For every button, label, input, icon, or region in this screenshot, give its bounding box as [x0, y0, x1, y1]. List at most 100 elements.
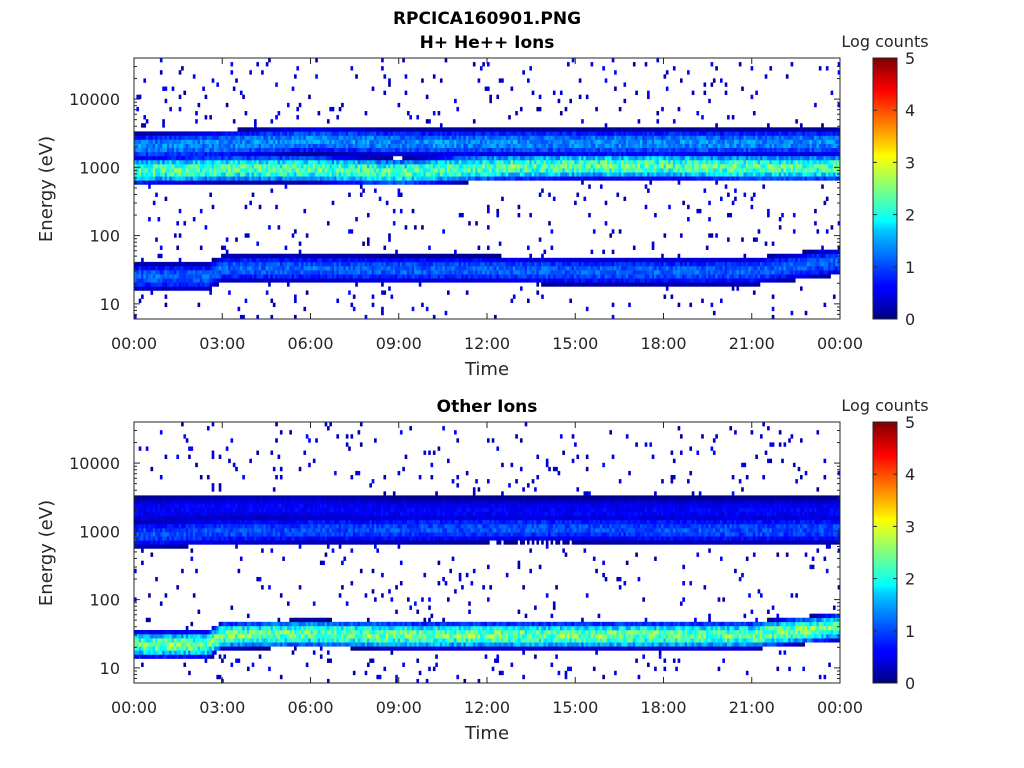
- spectrogram-cell: [557, 159, 561, 165]
- spectrogram-cell: [319, 127, 323, 132]
- spectrogram-cell: [364, 155, 368, 161]
- spectrogram-cell: [482, 159, 485, 165]
- spectrogram-cell: [531, 257, 535, 263]
- spectrogram-cell: [559, 265, 563, 271]
- spectrogram-cell: [644, 176, 648, 181]
- spectrogram-cell: [228, 274, 231, 279]
- spectrogram-cell: [621, 147, 624, 153]
- spectrogram-cell: [585, 261, 589, 267]
- spectrogram-cell: [658, 151, 662, 157]
- spectrogram-cell: [557, 147, 561, 153]
- spectrogram-cell: [548, 135, 551, 140]
- spectrogram-cell: [512, 135, 516, 140]
- spectrogram-cell: [562, 127, 565, 132]
- spectrogram-cell: [364, 172, 368, 177]
- spectrogram-cell: [637, 278, 641, 283]
- spectrogram-cell: [359, 164, 363, 169]
- spectrogram-cell: [322, 261, 325, 267]
- spectrogram-cell: [602, 66, 605, 71]
- spectrogram-cell: [437, 274, 441, 279]
- spectrogram-cell: [505, 155, 509, 161]
- spectrogram-cell: [162, 135, 165, 140]
- spectrogram-cell: [315, 127, 318, 132]
- spectrogram-cell: [270, 172, 274, 177]
- spectrogram-cell: [623, 159, 627, 165]
- spectrogram-cell: [432, 159, 436, 165]
- spectrogram-cell: [211, 172, 215, 177]
- spectrogram-cell: [237, 306, 241, 312]
- spectrogram-cell: [211, 282, 215, 287]
- spectrogram-cell: [649, 270, 653, 275]
- spectrogram-cell: [341, 261, 344, 267]
- spectrogram-cell: [555, 147, 558, 153]
- spectrogram-cell: [150, 265, 154, 271]
- spectrogram-cell: [663, 159, 667, 165]
- spectrogram-cell: [585, 155, 589, 161]
- spectrogram-cell: [312, 253, 316, 259]
- spectrogram-cell: [319, 135, 323, 140]
- spectrogram-cell: [647, 139, 650, 144]
- spectrogram-cell: [472, 119, 476, 124]
- spectrogram-cell: [505, 147, 509, 153]
- spectrogram-cell: [416, 261, 420, 267]
- spectrogram-cell: [369, 164, 372, 169]
- spectrogram-cell: [458, 164, 462, 169]
- spectrogram-cell: [451, 257, 455, 263]
- spectrogram-cell: [141, 172, 144, 177]
- spectrogram-cell: [371, 86, 375, 91]
- spectrogram-cell: [301, 151, 304, 157]
- spectrogram-cell: [244, 278, 248, 283]
- spectrogram-cell: [397, 274, 401, 279]
- spectrogram-cell: [536, 143, 540, 149]
- spectrogram-cell: [362, 270, 365, 275]
- spectrogram-cell: [576, 131, 580, 136]
- spectrogram-cell: [301, 127, 304, 132]
- spectrogram-cell: [576, 135, 580, 140]
- spectrogram-cell: [256, 270, 260, 275]
- spectrogram-cell: [454, 180, 457, 185]
- spectrogram-cell: [545, 257, 549, 263]
- spectrogram-cell: [392, 147, 396, 153]
- spectrogram-cell: [225, 237, 229, 242]
- spectrogram-cell: [541, 282, 544, 287]
- spectrogram-cell: [446, 172, 450, 177]
- spectrogram-cell: [169, 164, 172, 169]
- spectrogram-cell: [599, 127, 603, 132]
- spectrogram-cell: [651, 278, 655, 283]
- spectrogram-cell: [199, 168, 203, 173]
- spectrogram-cell: [195, 176, 198, 181]
- spectrogram-cell: [211, 143, 215, 149]
- spectrogram-cell: [661, 164, 664, 169]
- spectrogram-cell: [658, 172, 662, 177]
- spectrogram-cell: [418, 155, 422, 161]
- spectrogram-cell: [597, 135, 601, 140]
- spectrogram-cell: [164, 274, 168, 279]
- spectrogram-cell: [381, 172, 384, 177]
- spectrogram-cell: [404, 172, 408, 177]
- spectrogram-cell: [355, 274, 358, 279]
- spectrogram-cell: [258, 159, 262, 165]
- spectrogram-cell: [282, 261, 285, 267]
- spectrogram-cell: [141, 265, 144, 271]
- spectrogram-cell: [157, 131, 161, 136]
- spectrogram-cell: [232, 147, 236, 153]
- spectrogram-cell: [190, 176, 194, 181]
- spectrogram-cell: [614, 135, 617, 140]
- spectrogram-cell: [477, 253, 481, 259]
- spectrogram-cell: [559, 172, 563, 177]
- spectrogram-cell: [416, 159, 420, 165]
- spectrogram-cell: [632, 143, 636, 149]
- spectrogram-cell: [501, 261, 504, 267]
- spectrogram-cell: [428, 270, 431, 275]
- spectrogram-cell: [388, 278, 391, 283]
- spectrogram-cell: [647, 168, 650, 173]
- spectrogram-cell: [216, 278, 220, 283]
- spectrogram-cell: [202, 261, 205, 267]
- spectrogram-cell: [590, 151, 594, 157]
- spectrogram-cell: [225, 270, 229, 275]
- spectrogram-cell: [550, 245, 554, 250]
- spectrogram-cell: [312, 261, 316, 267]
- spectrogram-cell: [548, 151, 551, 157]
- spectrogram-cell: [505, 274, 509, 279]
- spectrogram-cell: [305, 168, 309, 173]
